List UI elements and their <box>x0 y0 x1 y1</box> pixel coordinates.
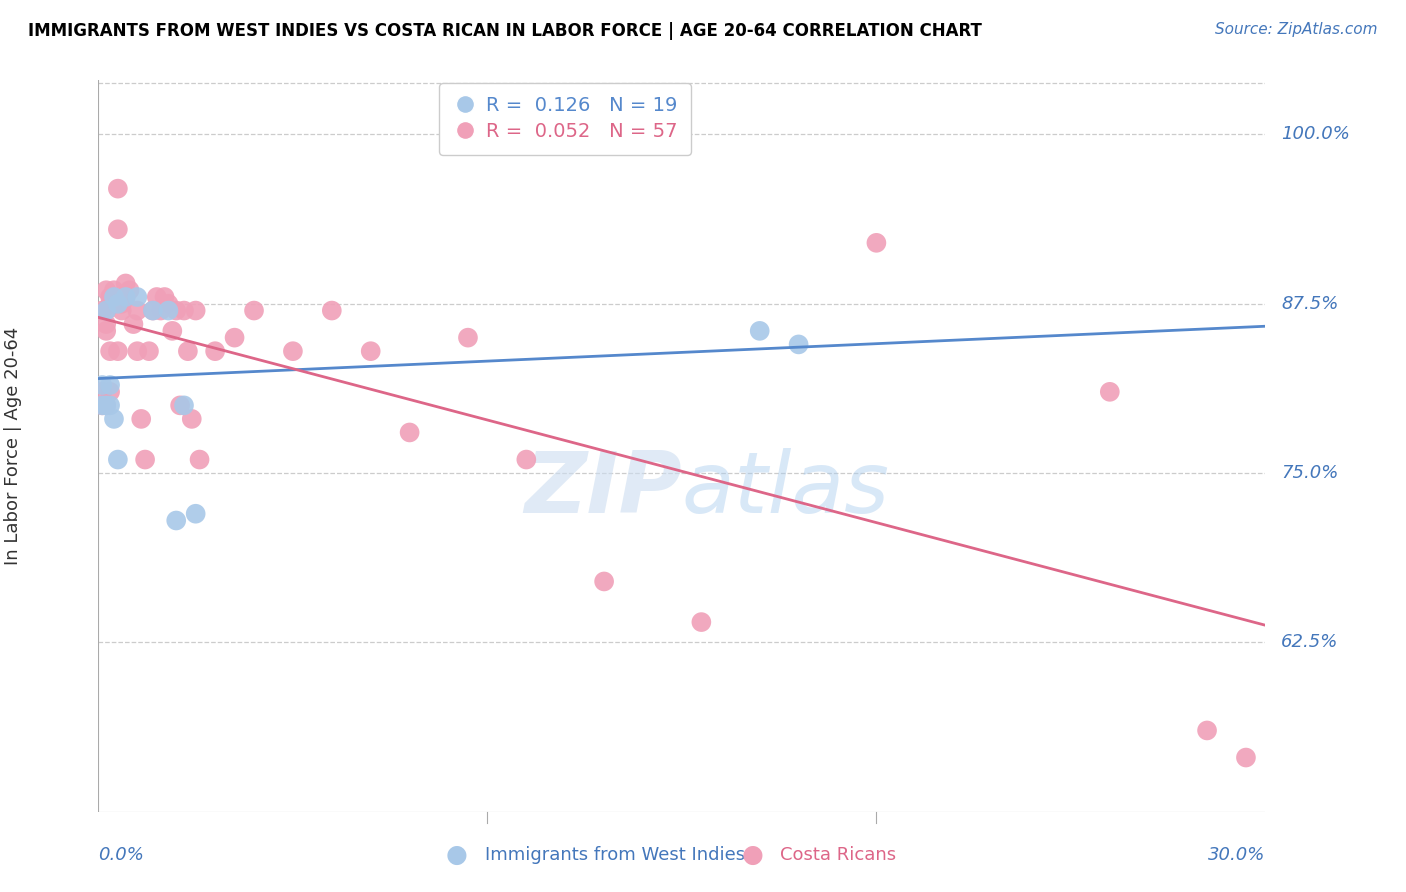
Point <box>98 384 121 399</box>
Point <box>114 290 136 304</box>
Point <box>103 297 125 311</box>
Text: Immigrants from West Indies: Immigrants from West Indies <box>485 846 745 863</box>
Point <box>360 344 382 359</box>
Text: ●: ● <box>446 843 468 866</box>
Point <box>96 398 118 412</box>
Point <box>96 317 118 331</box>
Text: 75.0%: 75.0% <box>1281 464 1339 482</box>
Point <box>593 574 616 589</box>
Point <box>157 303 180 318</box>
Point <box>103 412 125 426</box>
Point <box>118 283 141 297</box>
Point <box>1234 750 1257 764</box>
Point <box>134 452 156 467</box>
Point <box>96 303 118 318</box>
Point <box>114 277 136 291</box>
Point <box>91 398 114 412</box>
Point <box>1195 723 1218 738</box>
Point <box>107 452 129 467</box>
Text: In Labor Force | Age 20-64: In Labor Force | Age 20-64 <box>4 326 22 566</box>
Point <box>91 384 114 399</box>
Point <box>173 398 195 412</box>
Point <box>96 324 118 338</box>
Point <box>787 337 810 351</box>
Text: 62.5%: 62.5% <box>1281 633 1339 651</box>
Point <box>149 303 172 318</box>
Point <box>107 181 129 195</box>
Point <box>184 303 207 318</box>
Point <box>177 344 200 359</box>
Point <box>103 290 125 304</box>
Point <box>103 283 125 297</box>
Point <box>865 235 887 250</box>
Text: 0.0%: 0.0% <box>98 846 145 863</box>
Point <box>107 297 129 311</box>
Legend: R =  0.126   N = 19, R =  0.052   N = 57: R = 0.126 N = 19, R = 0.052 N = 57 <box>439 83 692 154</box>
Text: Costa Ricans: Costa Ricans <box>780 846 897 863</box>
Point <box>96 398 118 412</box>
Point <box>111 303 134 318</box>
Text: 100.0%: 100.0% <box>1281 126 1350 144</box>
Point <box>127 303 149 318</box>
Point <box>321 303 343 318</box>
Point <box>98 290 121 304</box>
Text: atlas: atlas <box>682 449 890 532</box>
Point <box>107 344 129 359</box>
Point <box>690 615 713 629</box>
Point <box>204 344 226 359</box>
Point <box>748 324 770 338</box>
Text: ●: ● <box>741 843 763 866</box>
Point <box>103 290 125 304</box>
Point <box>98 344 121 359</box>
Point <box>91 378 114 392</box>
Point <box>457 331 479 345</box>
Point <box>281 344 304 359</box>
Point <box>180 412 202 426</box>
Text: 87.5%: 87.5% <box>1281 294 1339 313</box>
Point <box>157 297 180 311</box>
Point <box>173 303 195 318</box>
Point <box>127 290 149 304</box>
Point <box>184 507 207 521</box>
Point <box>142 303 165 318</box>
Point <box>138 344 160 359</box>
Point <box>224 331 246 345</box>
Point <box>98 398 121 412</box>
Point <box>146 290 169 304</box>
Point <box>91 398 114 412</box>
Text: 30.0%: 30.0% <box>1208 846 1265 863</box>
Point <box>162 324 184 338</box>
Text: IMMIGRANTS FROM WEST INDIES VS COSTA RICAN IN LABOR FORCE | AGE 20-64 CORRELATIO: IMMIGRANTS FROM WEST INDIES VS COSTA RIC… <box>28 22 981 40</box>
Point <box>96 283 118 297</box>
Point <box>243 303 266 318</box>
Point <box>107 222 129 236</box>
Point <box>142 303 165 318</box>
Point <box>169 398 191 412</box>
Point <box>188 452 211 467</box>
Point <box>165 303 187 318</box>
Point <box>165 514 187 528</box>
Point <box>98 378 121 392</box>
Point <box>153 290 176 304</box>
Point <box>91 303 114 318</box>
Point <box>96 303 118 318</box>
Point <box>1098 384 1121 399</box>
Point <box>114 290 136 304</box>
Point <box>398 425 420 440</box>
Text: Source: ZipAtlas.com: Source: ZipAtlas.com <box>1215 22 1378 37</box>
Point <box>98 297 121 311</box>
Point <box>515 452 537 467</box>
Point <box>111 297 134 311</box>
Point <box>127 344 149 359</box>
Point <box>129 412 152 426</box>
Point <box>122 317 145 331</box>
Text: ZIP: ZIP <box>524 449 682 532</box>
